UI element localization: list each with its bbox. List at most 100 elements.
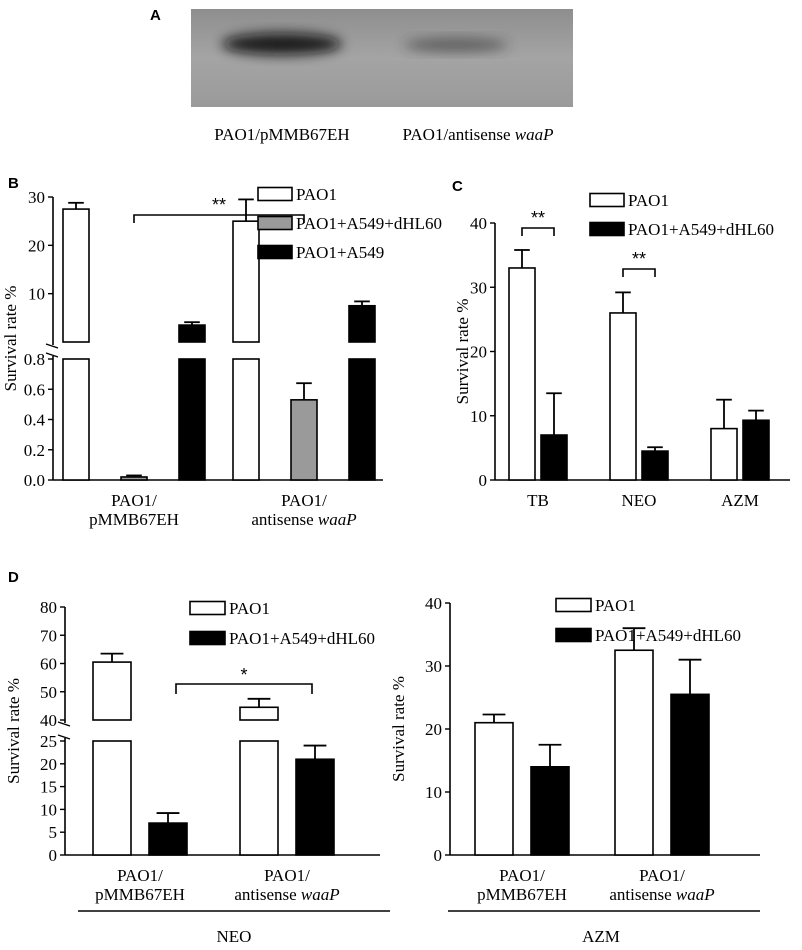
- y-tick-label: 80: [40, 598, 57, 617]
- panel-d-label: D: [8, 569, 19, 586]
- legend-swatch-pao1-a549: [257, 244, 293, 260]
- bar-pao1-pao1-antisense-waap-upper: [232, 220, 260, 343]
- bar-pao1-pao1-antisense-waap-lower: [239, 740, 279, 856]
- category-label-line1: PAO1/: [117, 866, 163, 885]
- y-tick-label: 40: [470, 214, 487, 233]
- bar-pao1-pao1-pmmb67eh-lower: [92, 740, 132, 856]
- legend-label-pao1-a549-dhl60: PAO1+A549+dHL60: [628, 220, 774, 239]
- blot-membrane: [191, 9, 573, 107]
- bar-pao1-a549-dhl60-neo: [641, 450, 669, 481]
- significance-label: **: [531, 208, 545, 228]
- legend-swatch-pao1-a549-dhl60: [589, 221, 625, 237]
- y-tick-label: 20: [425, 720, 442, 739]
- legend-swatch-pao1: [189, 600, 226, 616]
- y-tick-label: 0.0: [24, 471, 45, 490]
- y-tick-label: 10: [28, 285, 45, 304]
- category-label-line2: pMMB67EH: [95, 885, 185, 904]
- bar-pao1-a549-dhl60-pao1-antisense-waap: [290, 399, 318, 481]
- y-tick-label: 20: [40, 755, 57, 774]
- panel-a-label: A: [150, 7, 161, 24]
- y-tick-label: 30: [28, 188, 45, 207]
- y-axis-label: Survival rate %: [1, 286, 20, 392]
- y-tick-label: 10: [470, 407, 487, 426]
- y-tick-label: 20: [28, 236, 45, 255]
- blot-caption-right: PAO1/antisense waaP: [403, 125, 554, 144]
- y-tick-label: 70: [40, 626, 57, 645]
- panel-c-label: C: [452, 178, 463, 195]
- y-tick-label: 0: [479, 471, 488, 490]
- y-axis-label: Survival rate %: [389, 676, 408, 782]
- legend-swatch-pao1: [555, 597, 592, 613]
- category-label-line2: pMMB67EH: [477, 885, 567, 904]
- bar-pao1-a549-pao1-pmmb67eh-upper: [178, 324, 206, 343]
- category-label-line1: PAO1/: [281, 491, 327, 510]
- y-tick-label: 0: [434, 846, 443, 865]
- y-tick-label: 30: [470, 278, 487, 297]
- bar-pao1-a549-dhl60-pao1-pmmb67eh: [120, 476, 148, 481]
- bar-pao1-a549-pao1-antisense-waap-upper: [348, 304, 376, 343]
- category-label-line2: pMMB67EH: [89, 510, 179, 529]
- y-tick-label: 40: [40, 711, 57, 730]
- y-tick-label: 0.2: [24, 441, 45, 460]
- legend-label-pao1-a549-dhl60: PAO1+A549+dHL60: [229, 629, 375, 648]
- panel-b-label: B: [8, 175, 19, 192]
- bar-pao1-pao1-pmmb67eh-upper: [92, 661, 132, 721]
- significance-label: **: [212, 195, 226, 215]
- bar-pao1-a549-dhl60-pao1-pmmb67eh: [530, 765, 570, 856]
- category-label-tb: TB: [527, 491, 549, 510]
- y-tick-label: 15: [40, 778, 57, 797]
- bar-pao1-pao1-pmmb67eh: [474, 721, 514, 856]
- bar-pao1-a549-dhl60-tb: [540, 434, 568, 481]
- bar-pao1-azm: [710, 427, 738, 481]
- significance-label: **: [632, 249, 646, 269]
- category-label-line2: antisense waaP: [609, 885, 714, 904]
- bar-pao1-neo: [609, 312, 637, 481]
- chart-panel-d-neo: 0 5 10 15 20 25 40 50 60 70 80 Survival rate % PAO1/…: [4, 598, 390, 946]
- category-label-line2: antisense waaP: [251, 510, 356, 529]
- panel-a: A PAO1/pMMB67EH PAO1/antisense waaP: [150, 7, 573, 144]
- y-tick-label: 0.8: [24, 350, 45, 369]
- y-tick-label: 25: [40, 732, 57, 751]
- legend-label-pao1: PAO1: [296, 185, 337, 204]
- bar-pao1-a549-pao1-antisense-waap-lower: [348, 358, 376, 481]
- category-label-line1: PAO1/: [264, 866, 310, 885]
- y-tick-label: 40: [425, 594, 442, 613]
- axis-break-mark: [57, 721, 71, 727]
- bar-pao1-a549-dhl60-pao1-antisense-waap: [295, 758, 335, 856]
- significance-bracket: [175, 683, 313, 694]
- blot-band-antisense-waap: [404, 38, 508, 52]
- bar-pao1-tb: [508, 267, 536, 481]
- y-tick-label: 5: [49, 823, 58, 842]
- y-tick-label: 30: [425, 657, 442, 676]
- group-label-neo: NEO: [217, 927, 252, 946]
- bar-pao1-pao1-pmmb67eh-lower: [62, 358, 90, 481]
- significance-label: *: [240, 665, 247, 685]
- y-tick-label: 60: [40, 655, 57, 674]
- y-axis-label: Survival rate %: [4, 678, 23, 784]
- significance-bracket: [521, 227, 555, 236]
- bar-pao1-a549-dhl60-pao1-antisense-waap: [670, 693, 710, 856]
- category-label-line1: PAO1/: [499, 866, 545, 885]
- category-label-neo: NEO: [622, 491, 657, 510]
- y-tick-label: 0.4: [24, 411, 46, 430]
- blot-band-pmmb67eh: [222, 33, 342, 55]
- significance-bracket: [622, 268, 656, 277]
- bar-pao1-a549-pao1-pmmb67eh-lower: [178, 358, 206, 481]
- chart-panel-b: 0.0 0.2 0.4 0.6 0.8 10 20 30 Survival rate % PAO1…: [1, 185, 442, 529]
- legend-swatch-pao1: [589, 192, 625, 208]
- legend-label-pao1: PAO1: [595, 596, 636, 615]
- legend-label-pao1-a549: PAO1+A549: [296, 243, 384, 262]
- chart-panel-c: 0 10 20 30 40 Survival rate % TB NEO AZM PAO1 PAO1…: [453, 191, 790, 510]
- legend-swatch-pao1-a549-dhl60: [189, 630, 226, 646]
- legend-swatch-pao1-a549-dhl60: [555, 627, 592, 643]
- bar-pao1-pao1-antisense-waap: [614, 649, 654, 856]
- y-tick-label: 10: [425, 783, 442, 802]
- y-tick-label: 10: [40, 800, 57, 819]
- y-tick-label: 20: [470, 343, 487, 362]
- axis-break-mark: [57, 734, 71, 740]
- category-label-line1: PAO1/: [639, 866, 685, 885]
- legend-label-pao1-a549-dhl60: PAO1+A549+dHL60: [595, 626, 741, 645]
- y-tick-label: 0.6: [24, 380, 45, 399]
